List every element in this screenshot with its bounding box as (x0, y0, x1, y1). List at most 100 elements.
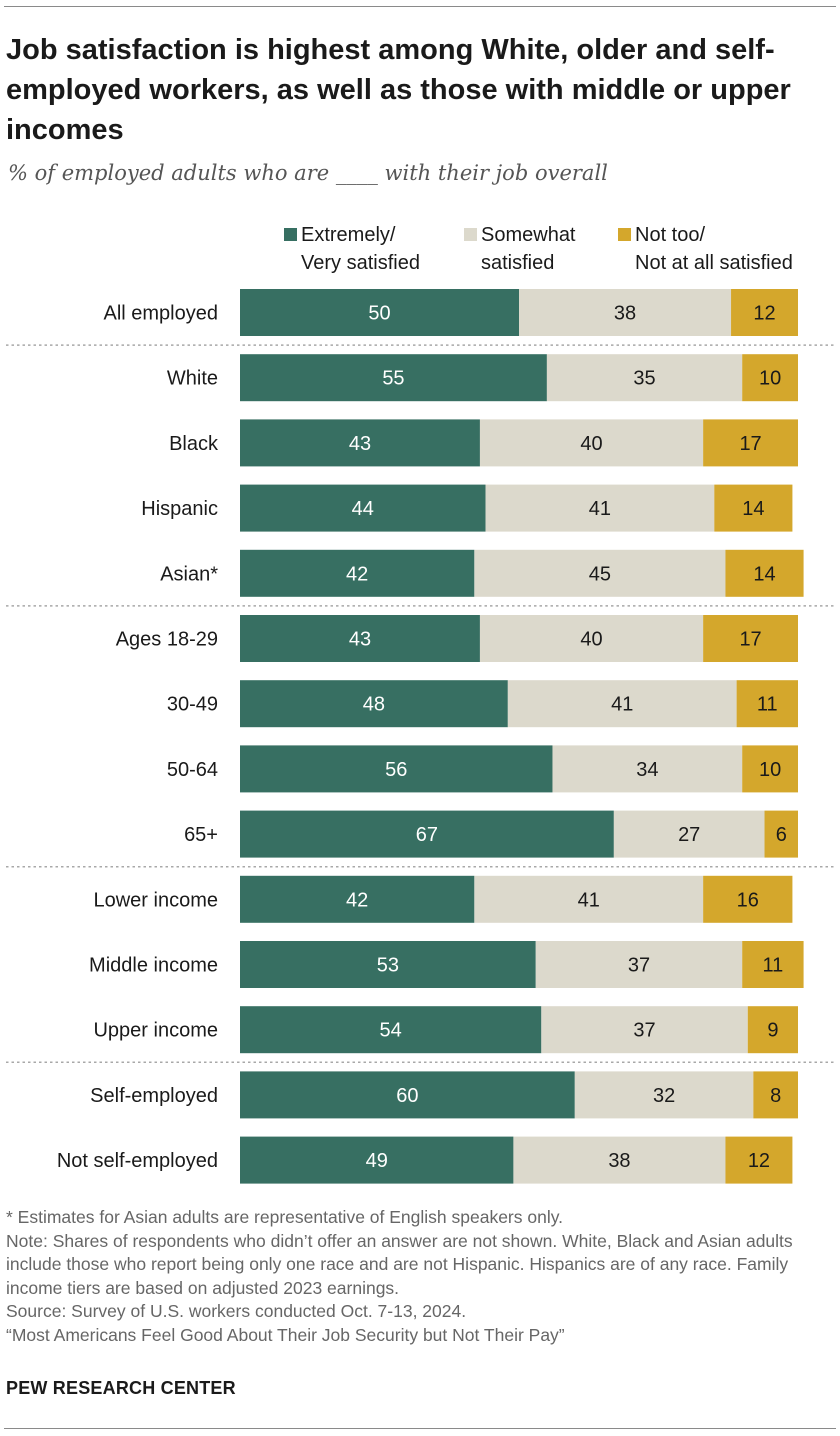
bar-not-satisfied-50-64 (742, 745, 798, 793)
value-label-not-satisfied-hispanic: 14 (742, 498, 764, 520)
bar-very-satisfied-lower-income (240, 875, 475, 923)
bar-very-satisfied-all-employed (240, 289, 519, 336)
bar-very-satisfied-not-self-employed (240, 1136, 514, 1184)
bar-somewhat-satisfied-black (479, 419, 704, 467)
bar-not-satisfied-black (703, 419, 798, 467)
value-label-somewhat-satisfied-asian: 45 (589, 563, 611, 585)
value-label-very-satisfied-self-employed: 60 (396, 1085, 418, 1107)
value-label-not-satisfied-not-self-employed: 12 (748, 1150, 770, 1172)
stacked-bar-chart: All employed 50 38 12 White 55 35 10 Black 43 40 17… (6, 289, 836, 1184)
value-label-very-satisfied-65: 67 (416, 824, 438, 846)
value-label-somewhat-satisfied-ages-18-29: 40 (580, 629, 602, 651)
bar-very-satisfied-65 (240, 810, 614, 858)
bar-not-satisfied-65 (764, 810, 798, 858)
value-label-somewhat-satisfied-30-49: 41 (611, 694, 633, 716)
value-label-not-satisfied-black: 17 (739, 433, 761, 455)
footnotes: * Estimates for Asian adults are represe… (6, 1206, 836, 1347)
value-label-not-satisfied-lower-income: 16 (737, 889, 759, 911)
category-label-self-employed: Self-employed (90, 1085, 218, 1107)
brand-name: PEW RESEARCH CENTER (6, 1378, 236, 1398)
bottom-rule (4, 1428, 836, 1429)
value-label-somewhat-satisfied-black: 40 (580, 433, 602, 455)
legend-label-somewhat-satisfied-line2: satisfied (481, 252, 555, 274)
bar-not-satisfied-hispanic (714, 484, 793, 532)
category-label-50-64: 50-64 (167, 759, 218, 781)
category-label-lower-income: Lower income (93, 889, 218, 911)
value-label-not-satisfied-30-49: 11 (757, 694, 778, 716)
bar-very-satisfied-middle-income (240, 941, 536, 988)
value-label-not-satisfied-50-64: 10 (759, 759, 781, 781)
bar-somewhat-satisfied-asian (474, 549, 726, 597)
bar-not-satisfied-all-employed (731, 289, 798, 336)
value-label-not-satisfied-ages-18-29: 17 (739, 629, 761, 651)
bar-not-satisfied-lower-income (703, 875, 793, 923)
value-label-not-satisfied-all-employed: 12 (753, 303, 775, 325)
bar-not-satisfied-upper-income (747, 1006, 798, 1054)
bar-not-satisfied-not-self-employed (725, 1136, 793, 1184)
bar-not-satisfied-middle-income (742, 941, 804, 988)
value-label-somewhat-satisfied-white: 35 (633, 368, 655, 390)
value-label-not-satisfied-65: 6 (776, 824, 787, 846)
bar-very-satisfied-50-64 (240, 745, 553, 793)
value-label-very-satisfied-30-49: 48 (363, 694, 385, 716)
bar-somewhat-satisfied-lower-income (474, 875, 704, 923)
bar-somewhat-satisfied-65 (613, 810, 765, 858)
bar-somewhat-satisfied-all-employed (519, 289, 732, 336)
bar-very-satisfied-self-employed (240, 1071, 575, 1119)
bar-somewhat-satisfied-self-employed (574, 1071, 754, 1119)
bar-very-satisfied-30-49 (240, 680, 508, 728)
bar-somewhat-satisfied-ages-18-29 (479, 615, 704, 662)
bar-somewhat-satisfied-50-64 (552, 745, 743, 793)
legend-label-not-satisfied-line1: Not too/ (635, 224, 706, 246)
value-label-somewhat-satisfied-hispanic: 41 (589, 498, 611, 520)
value-label-very-satisfied-upper-income: 54 (380, 1020, 402, 1042)
value-label-somewhat-satisfied-middle-income: 37 (628, 955, 650, 977)
value-label-somewhat-satisfied-self-employed: 32 (653, 1085, 675, 1107)
bar-very-satisfied-ages-18-29 (240, 615, 480, 662)
bar-very-satisfied-white (240, 354, 547, 402)
category-label-65: 65+ (184, 824, 218, 846)
category-label-ages-18-29: Ages 18-29 (116, 629, 218, 651)
value-label-very-satisfied-50-64: 56 (385, 759, 407, 781)
bar-very-satisfied-hispanic (240, 484, 486, 532)
value-label-very-satisfied-hispanic: 44 (352, 498, 374, 520)
value-label-not-satisfied-upper-income: 9 (767, 1020, 778, 1042)
bar-not-satisfied-ages-18-29 (703, 615, 798, 662)
bar-somewhat-satisfied-white (546, 354, 743, 402)
value-label-very-satisfied-not-self-employed: 49 (366, 1150, 388, 1172)
value-label-not-satisfied-middle-income: 11 (763, 955, 784, 977)
value-label-very-satisfied-black: 43 (349, 433, 371, 455)
bar-not-satisfied-asian (725, 549, 804, 597)
bar-somewhat-satisfied-upper-income (541, 1006, 748, 1054)
legend-swatch-not-satisfied (618, 228, 631, 241)
category-label-30-49: 30-49 (167, 694, 218, 716)
bar-not-satisfied-self-employed (753, 1071, 798, 1119)
value-label-very-satisfied-white: 55 (382, 368, 404, 390)
bar-not-satisfied-white (742, 354, 798, 402)
bar-not-satisfied-30-49 (736, 680, 798, 728)
footnote-asian: * Estimates for Asian adults are represe… (6, 1207, 564, 1227)
bar-somewhat-satisfied-not-self-employed (513, 1136, 726, 1184)
footnote-report-title: “Most Americans Feel Good About Their Jo… (6, 1324, 565, 1345)
category-label-asian: Asian* (160, 563, 218, 585)
legend-label-somewhat-satisfied-line1: Somewhat (481, 224, 576, 246)
value-label-very-satisfied-all-employed: 50 (368, 303, 390, 325)
value-label-not-satisfied-white: 10 (759, 368, 781, 390)
category-label-not-self-employed: Not self-employed (57, 1150, 218, 1172)
bar-somewhat-satisfied-30-49 (507, 680, 737, 728)
legend-swatch-very-satisfied (284, 228, 297, 241)
value-label-very-satisfied-ages-18-29: 43 (349, 629, 371, 651)
category-label-all-employed: All employed (103, 303, 218, 325)
footnote-note: Note: Shares of respondents who didn’t o… (6, 1230, 793, 1298)
bar-very-satisfied-black (240, 419, 480, 467)
value-label-very-satisfied-asian: 42 (346, 563, 368, 585)
value-label-somewhat-satisfied-all-employed: 38 (614, 303, 636, 325)
value-label-not-satisfied-self-employed: 8 (770, 1085, 781, 1107)
value-label-somewhat-satisfied-upper-income: 37 (633, 1020, 655, 1042)
chart-subtitle: % of employed adults who are ____ with t… (8, 161, 608, 185)
value-label-very-satisfied-lower-income: 42 (346, 889, 368, 911)
legend-label-not-satisfied-line2: Not at all satisfied (635, 252, 793, 274)
legend-swatch-somewhat-satisfied (464, 228, 477, 241)
legend-label-very-satisfied-line2: Very satisfied (301, 252, 420, 274)
bar-very-satisfied-asian (240, 549, 475, 597)
